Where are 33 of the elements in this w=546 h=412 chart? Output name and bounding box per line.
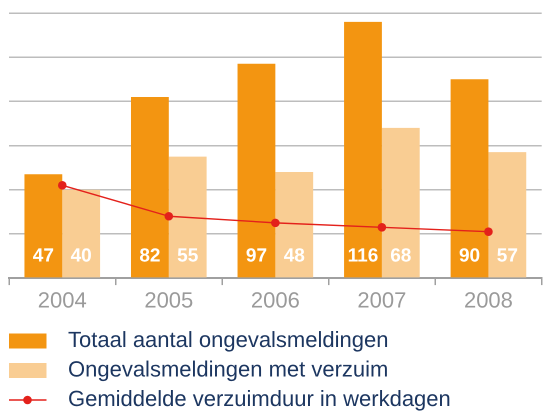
data-label: 55 <box>177 246 199 267</box>
data-label: 47 <box>32 246 54 267</box>
x-tick-label: 2006 <box>250 287 300 312</box>
bar <box>238 64 276 278</box>
legend-label: Totaal aantal ongevalsmeldingen <box>68 327 388 352</box>
x-tick-label: 2007 <box>357 287 406 312</box>
point <box>378 222 386 232</box>
bar <box>275 172 314 278</box>
point <box>484 227 493 236</box>
data-label: 68 <box>390 246 412 267</box>
data-label: 40 <box>70 246 92 267</box>
data-label: 116 <box>348 246 378 267</box>
data-label: 97 <box>246 246 268 267</box>
legend-label: Gemiddelde verzuimduur in werkdagen <box>68 386 451 412</box>
point <box>271 218 280 228</box>
bar <box>130 96 169 278</box>
bar <box>24 174 62 278</box>
bar <box>168 156 207 278</box>
legend-label: Ongevalsmeldingen met verzuim <box>68 356 388 382</box>
data-label: 57 <box>496 246 518 267</box>
x-tick-label: 2004 <box>38 287 87 312</box>
bar <box>488 152 526 278</box>
bar <box>450 79 488 278</box>
bar <box>344 22 382 278</box>
data-label: 48 <box>284 246 305 267</box>
data-label: 82 <box>139 246 160 267</box>
point <box>58 181 67 190</box>
x-tick-label: 2005 <box>144 287 194 312</box>
bar <box>382 128 420 278</box>
x-tick-label: 2008 <box>464 287 513 312</box>
bar <box>62 190 100 278</box>
data-label: 90 <box>458 246 480 267</box>
point <box>164 212 174 221</box>
